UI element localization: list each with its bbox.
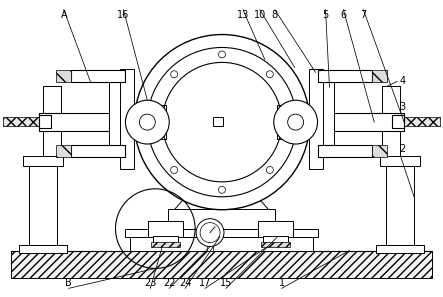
Text: 22: 22 bbox=[163, 278, 175, 288]
Bar bbox=[263, 236, 288, 244]
Circle shape bbox=[162, 62, 282, 182]
Text: 1: 1 bbox=[279, 278, 285, 288]
Bar bbox=[168, 209, 275, 229]
Bar bbox=[309, 69, 323, 169]
Bar bbox=[39, 113, 148, 131]
Bar bbox=[392, 115, 404, 128]
Circle shape bbox=[171, 71, 178, 78]
Text: 6: 6 bbox=[340, 10, 346, 20]
Bar bbox=[56, 70, 71, 82]
Bar bbox=[120, 69, 134, 169]
Circle shape bbox=[218, 186, 225, 193]
Text: 24: 24 bbox=[179, 278, 191, 288]
Text: 7: 7 bbox=[360, 10, 366, 20]
Circle shape bbox=[140, 114, 155, 130]
Text: 8: 8 bbox=[272, 10, 278, 20]
Bar bbox=[19, 244, 67, 252]
Bar bbox=[382, 86, 400, 156]
Bar bbox=[148, 221, 183, 237]
Bar bbox=[386, 166, 414, 251]
Bar bbox=[148, 117, 213, 126]
Bar bbox=[376, 244, 424, 252]
Bar bbox=[372, 145, 387, 157]
Circle shape bbox=[274, 100, 318, 144]
Bar bbox=[11, 251, 432, 278]
Bar bbox=[56, 145, 71, 157]
Bar bbox=[43, 86, 61, 156]
Bar bbox=[71, 70, 125, 82]
Bar bbox=[372, 70, 387, 82]
Bar bbox=[43, 86, 61, 156]
Text: 15: 15 bbox=[220, 278, 232, 288]
Bar bbox=[277, 105, 313, 139]
Circle shape bbox=[218, 51, 225, 58]
Bar bbox=[71, 145, 125, 157]
Bar bbox=[323, 77, 334, 157]
Circle shape bbox=[125, 100, 169, 144]
Bar bbox=[23, 156, 63, 166]
Circle shape bbox=[151, 119, 158, 126]
Bar bbox=[39, 115, 51, 128]
Bar bbox=[152, 241, 180, 247]
Bar bbox=[295, 113, 404, 131]
Text: 5: 5 bbox=[323, 10, 329, 20]
Bar bbox=[207, 237, 213, 251]
Circle shape bbox=[266, 71, 273, 78]
Text: 17: 17 bbox=[199, 278, 211, 288]
Text: 3: 3 bbox=[399, 102, 405, 112]
Bar bbox=[261, 241, 290, 247]
Bar bbox=[3, 117, 39, 126]
Text: 13: 13 bbox=[237, 10, 249, 20]
Bar bbox=[213, 117, 223, 126]
Text: A: A bbox=[60, 10, 67, 20]
Bar bbox=[220, 117, 295, 126]
Bar bbox=[404, 117, 440, 126]
Bar bbox=[29, 166, 57, 251]
Circle shape bbox=[200, 223, 220, 243]
Bar bbox=[130, 237, 313, 251]
Circle shape bbox=[266, 167, 273, 173]
Circle shape bbox=[286, 119, 293, 126]
Bar bbox=[380, 156, 420, 166]
Text: 23: 23 bbox=[144, 278, 156, 288]
Bar bbox=[318, 145, 372, 157]
Bar bbox=[153, 236, 178, 244]
Text: 16: 16 bbox=[117, 10, 130, 20]
Circle shape bbox=[171, 167, 178, 173]
Text: 10: 10 bbox=[254, 10, 266, 20]
Text: B: B bbox=[66, 278, 72, 288]
Bar bbox=[130, 105, 166, 139]
Text: 2: 2 bbox=[399, 144, 405, 154]
Circle shape bbox=[196, 219, 224, 247]
Text: 4: 4 bbox=[399, 76, 405, 86]
Circle shape bbox=[148, 48, 297, 197]
Bar bbox=[125, 229, 318, 237]
Circle shape bbox=[134, 34, 310, 210]
Bar bbox=[258, 221, 293, 237]
Bar bbox=[109, 77, 120, 157]
Bar bbox=[318, 70, 372, 82]
Circle shape bbox=[288, 114, 303, 130]
